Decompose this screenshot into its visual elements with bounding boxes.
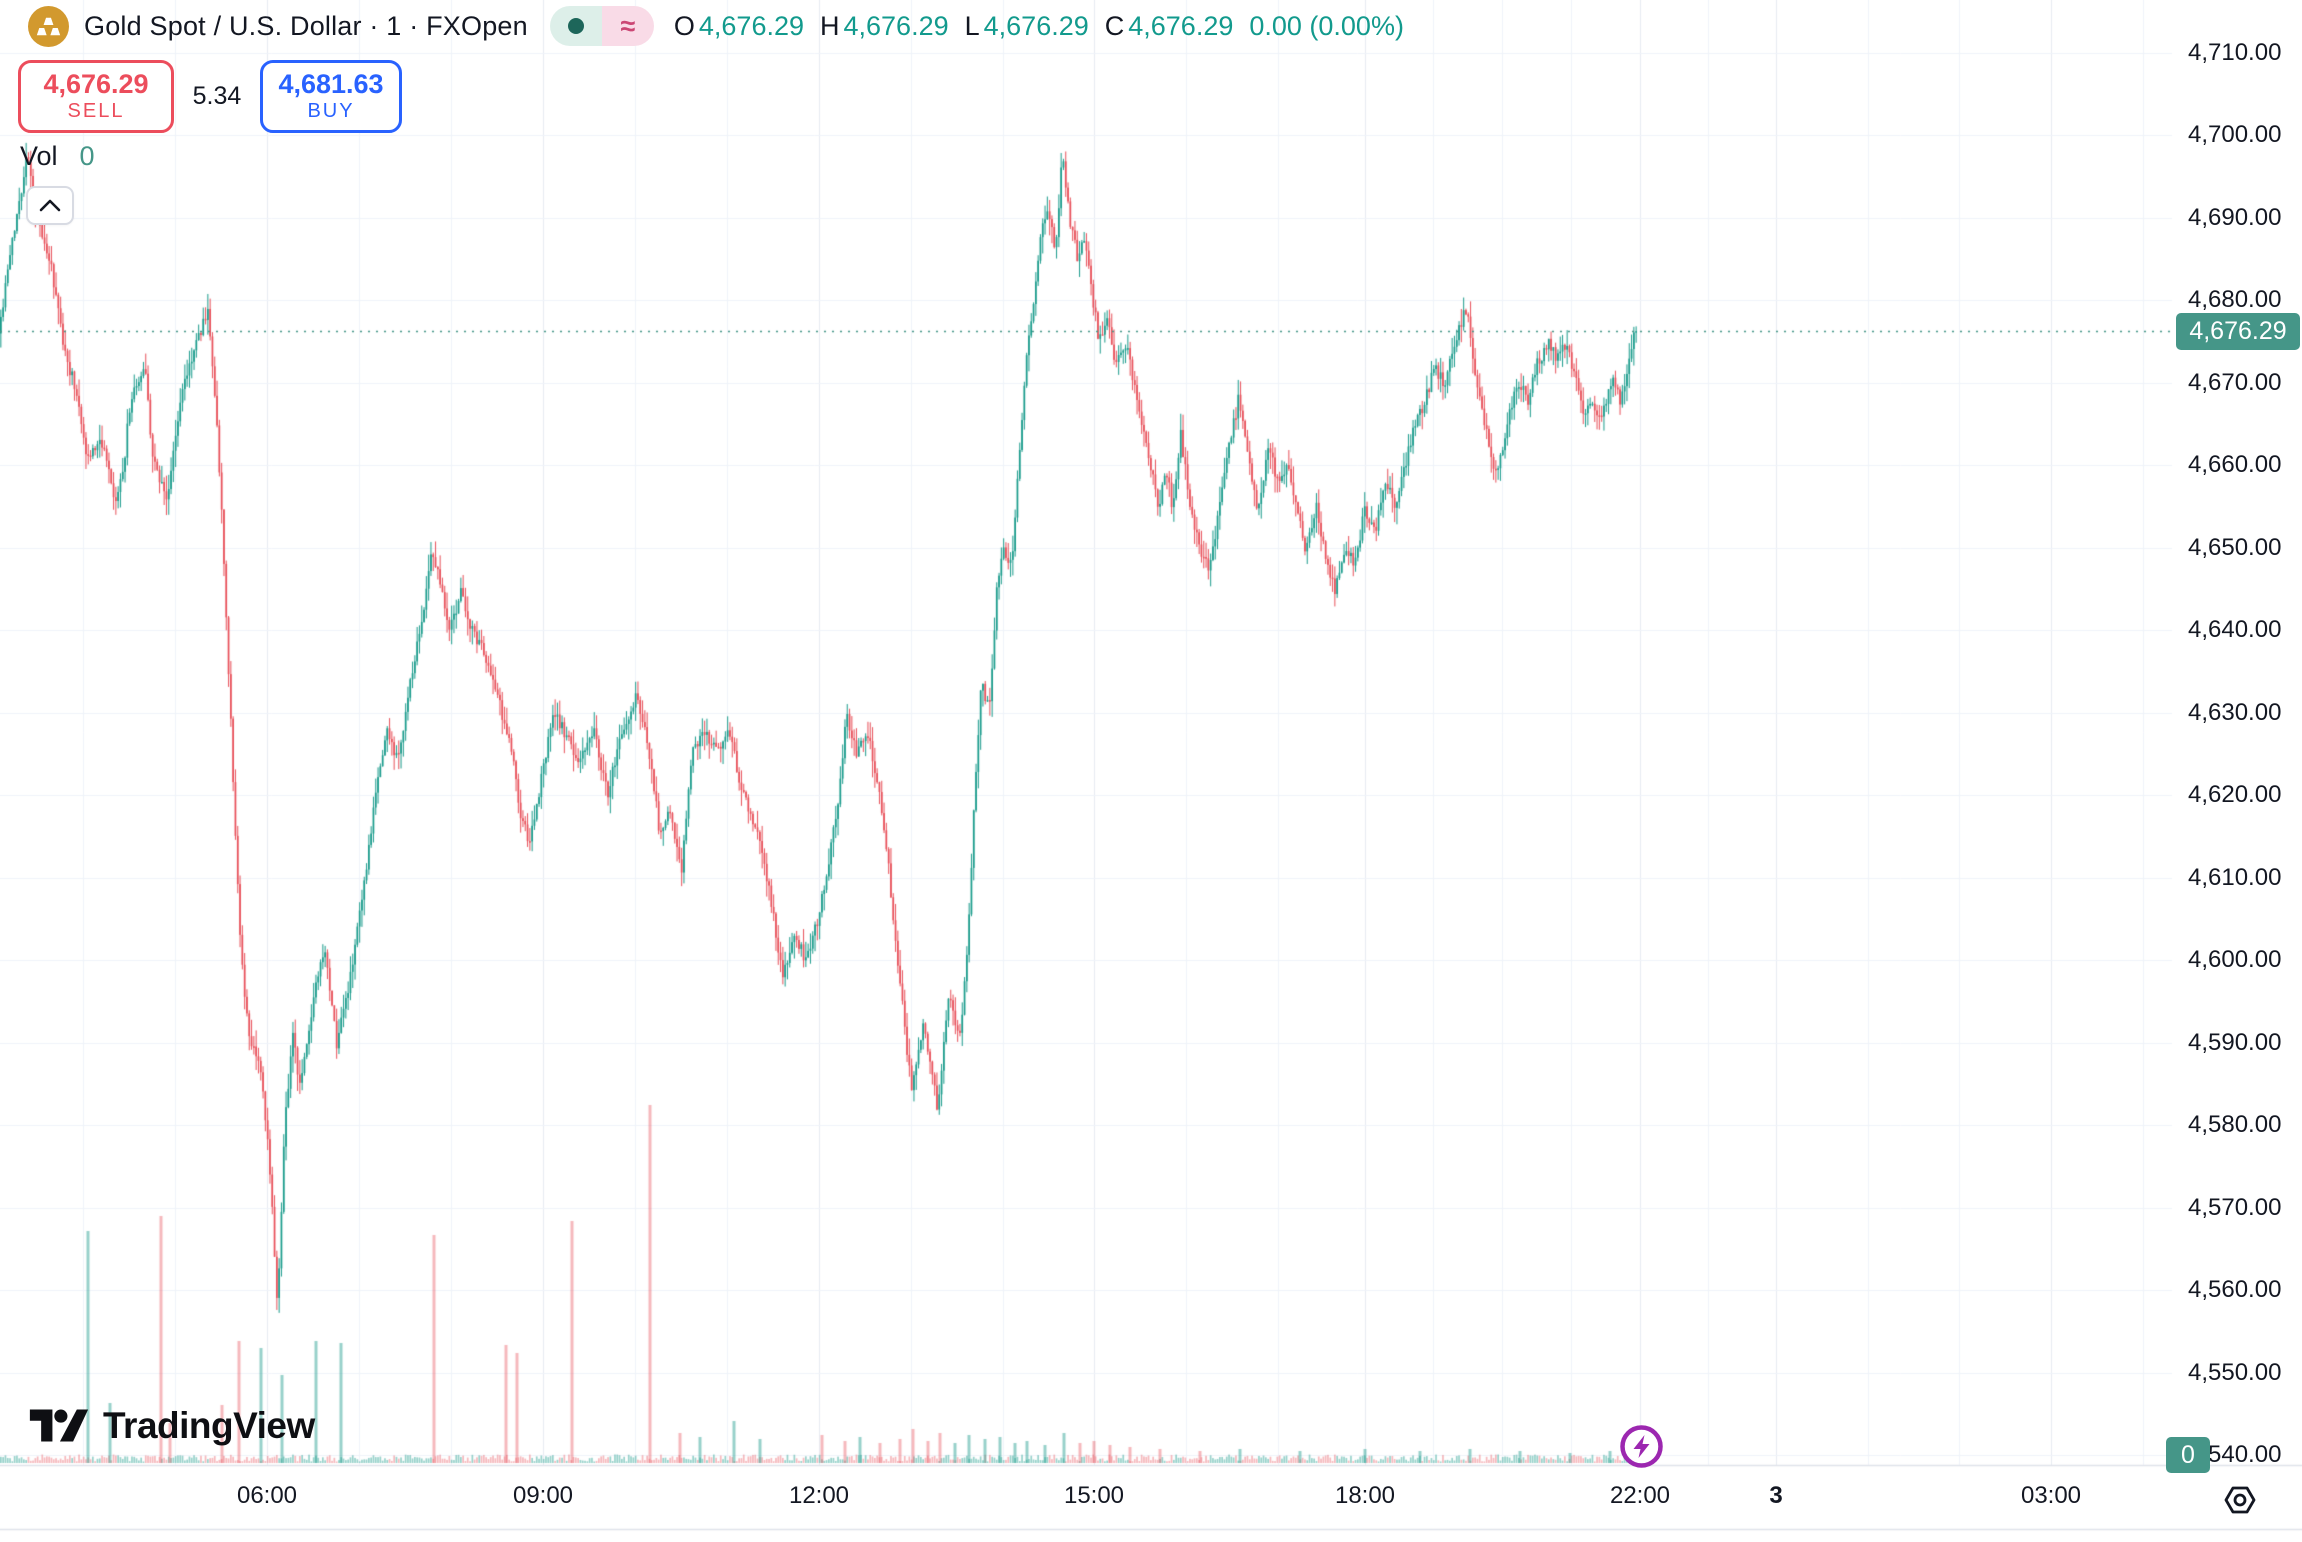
price-tick-label: 4,620.00 bbox=[2188, 781, 2282, 809]
price-tick-label: 4,690.00 bbox=[2188, 203, 2282, 231]
buy-price: 4,681.63 bbox=[278, 69, 384, 99]
sell-label: SELL bbox=[67, 100, 125, 122]
realtime-data-button[interactable] bbox=[1619, 1424, 1664, 1469]
volume-value: 0 bbox=[79, 141, 95, 171]
price-tick-label: 4,600.00 bbox=[2188, 946, 2282, 974]
symbol-title[interactable]: Gold Spot / U.S. Dollar · 1 · FXOpen bbox=[84, 10, 528, 41]
price-tick-label: 4,570.00 bbox=[2188, 1193, 2282, 1221]
volume-label: Vol bbox=[20, 141, 58, 171]
market-status-pill: ≈ bbox=[549, 6, 654, 46]
approx-glyph: ≈ bbox=[620, 10, 636, 41]
lightning-bolt-icon bbox=[1620, 1425, 1663, 1468]
price-scale[interactable]: 4,710.00 4,700.00 4,690.00 4,680.00 4,670.00… bbox=[2166, 0, 2302, 1474]
spread-value: 5.34 bbox=[192, 82, 242, 110]
tradingview-logo-text: TradingView bbox=[103, 1404, 315, 1446]
time-tick-label: 18:00 bbox=[1334, 1482, 1396, 1509]
trade-panel: 4,676.29 SELL 5.34 4,681.63 BUY bbox=[18, 60, 402, 133]
close-label: C bbox=[1104, 10, 1125, 41]
time-tick-label: 09:00 bbox=[512, 1482, 574, 1509]
volume-indicator-legend: Vol 0 bbox=[20, 141, 95, 172]
symbol-header: Gold Spot / U.S. Dollar · 1 · FXOpen ≈ O… bbox=[28, 5, 1404, 47]
low-label: L bbox=[964, 10, 980, 41]
price-tick-label: 4,700.00 bbox=[2188, 121, 2282, 149]
collapse-panel-button[interactable] bbox=[26, 186, 74, 225]
change-value: 0.00 (0.00%) bbox=[1249, 10, 1404, 41]
price-tick-label: 4,640.00 bbox=[2188, 616, 2282, 644]
time-tick-label: 15:00 bbox=[1063, 1482, 1125, 1509]
price-tick-label: 4,550.00 bbox=[2188, 1358, 2282, 1386]
price-tick-label: 4,650.00 bbox=[2188, 533, 2282, 561]
scale-settings-button[interactable] bbox=[2223, 1483, 2257, 1517]
hex-nut-icon bbox=[2224, 1486, 2256, 1514]
low-value: 4,676.29 bbox=[983, 10, 1089, 41]
price-tick-label: 4,710.00 bbox=[2188, 38, 2282, 66]
tradingview-logo[interactable]: TradingView bbox=[28, 1400, 315, 1451]
close-value: 4,676.29 bbox=[1128, 10, 1234, 41]
price-tick-label: 4,670.00 bbox=[2188, 368, 2282, 396]
price-tick-label: 4,560.00 bbox=[2188, 1276, 2282, 1304]
time-scale[interactable]: 06:00 09:00 12:00 15:00 18:00 22:00 3 03:00 bbox=[0, 1466, 2302, 1528]
sell-price: 4,676.29 bbox=[43, 69, 149, 99]
price-tick-label: 4,630.00 bbox=[2188, 698, 2282, 726]
price-tick-label: 4,580.00 bbox=[2188, 1111, 2282, 1139]
time-tick-label: 03:00 bbox=[2020, 1482, 2082, 1509]
sell-button[interactable]: 4,676.29 SELL bbox=[18, 60, 174, 133]
price-tick-label: 4,660.00 bbox=[2188, 451, 2282, 479]
time-tick-label: 22:00 bbox=[1609, 1482, 1671, 1509]
last-price-badge: 4,676.29 bbox=[2176, 312, 2300, 350]
open-value: 4,676.29 bbox=[698, 10, 804, 41]
chevron-up-icon bbox=[39, 199, 61, 212]
high-value: 4,676.29 bbox=[843, 10, 949, 41]
buy-label: BUY bbox=[307, 100, 355, 122]
approx-price-icon: ≈ bbox=[601, 6, 654, 46]
volume-zero-badge: 0 bbox=[2166, 1437, 2210, 1474]
price-tick-label: 4,590.00 bbox=[2188, 1028, 2282, 1056]
high-label: H bbox=[820, 10, 840, 41]
time-tick-label: 06:00 bbox=[236, 1482, 298, 1509]
price-tick-label: 4,610.00 bbox=[2188, 863, 2282, 891]
open-label: O bbox=[673, 10, 695, 41]
market-open-dot-icon bbox=[549, 6, 602, 46]
ohlc-values: O 4,676.29 H 4,676.29 L 4,676.29 C 4,676… bbox=[674, 11, 1404, 42]
gold-symbol-icon bbox=[28, 5, 69, 47]
tradingview-mark-icon bbox=[29, 1409, 89, 1442]
buy-button[interactable]: 4,681.63 BUY bbox=[260, 60, 402, 133]
price-tick-label: 4,680.00 bbox=[2188, 286, 2282, 314]
time-tick-label-day: 3 bbox=[1769, 1482, 1783, 1509]
time-tick-label: 12:00 bbox=[788, 1482, 850, 1509]
